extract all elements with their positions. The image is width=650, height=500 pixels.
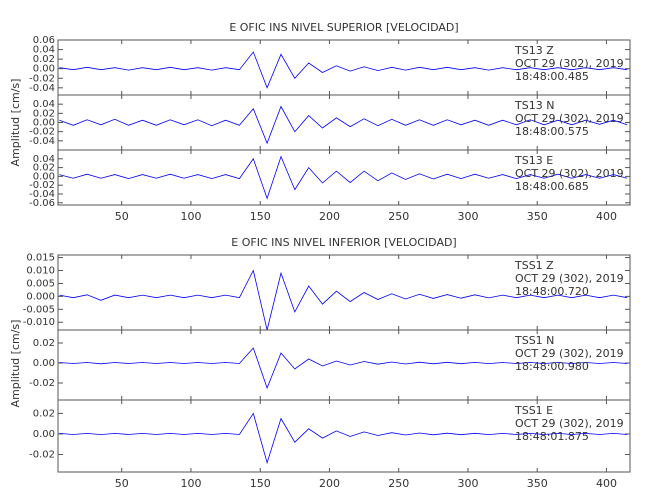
date-label: OCT 29 (302), 2019 [515, 272, 624, 285]
panel-frame [57, 149, 631, 206]
y-axis-label: Amplitud [cm/s] [9, 79, 22, 167]
x-tick-label: 400 [596, 477, 617, 490]
group-title: E OFIC INS NIVEL SUPERIOR [VELOCIDAD] [229, 21, 458, 34]
y-tick-label: -0.010 [23, 317, 55, 328]
y-tick-label: 0.000 [26, 291, 55, 302]
x-tick-label: 150 [250, 210, 271, 223]
x-tick-label: 150 [250, 477, 271, 490]
date-label: OCT 29 (302), 2019 [515, 347, 624, 360]
waveform [59, 412, 628, 465]
y-tick-label: -0.02 [29, 180, 55, 191]
y-tick-label: 0.015 [26, 253, 55, 264]
y-tick-label: 0.02 [33, 408, 55, 419]
date-label: OCT 29 (302), 2019 [515, 167, 624, 180]
x-tick-label: 50 [115, 477, 129, 490]
x-tick-label: 100 [180, 210, 201, 223]
y-tick-label: -0.02 [29, 127, 55, 138]
y-tick-label: -0.02 [29, 73, 55, 84]
y-tick-label: 0.010 [26, 266, 55, 277]
y-tick-label: 0.04 [33, 154, 55, 165]
x-tick-label: 200 [319, 477, 340, 490]
waveform [59, 269, 628, 331]
date-label: OCT 29 (302), 2019 [515, 112, 624, 125]
y-tick-label: -0.02 [29, 450, 55, 461]
time-label: 18:48:00.575 [515, 125, 589, 138]
time-label: 18:48:01.875 [515, 430, 589, 443]
station-label: TS13 N [514, 99, 554, 112]
station-label: TS13 E [514, 154, 553, 167]
x-tick-label: 300 [457, 210, 478, 223]
station-label: TSS1 Z [514, 259, 554, 272]
time-label: 18:48:00.485 [515, 70, 589, 83]
x-tick-label: 350 [527, 477, 548, 490]
x-tick-label: 250 [388, 210, 409, 223]
y-tick-label: 0.04 [33, 99, 55, 110]
x-tick-label: 250 [388, 477, 409, 490]
date-label: OCT 29 (302), 2019 [515, 57, 624, 70]
group-title: E OFIC INS NIVEL INFERIOR [VELOCIDAD] [231, 236, 456, 249]
time-label: 18:48:00.720 [515, 285, 589, 298]
y-tick-label: 0.02 [33, 108, 55, 119]
x-tick-label: 50 [115, 210, 129, 223]
x-tick-label: 200 [319, 210, 340, 223]
y-tick-label: 0.00 [33, 64, 55, 75]
y-tick-label: -0.04 [29, 136, 55, 147]
waveform [59, 105, 628, 145]
panel-frame [57, 399, 631, 473]
y-tick-label: -0.02 [29, 378, 55, 389]
x-tick-label: 350 [527, 210, 548, 223]
date-label: OCT 29 (302), 2019 [515, 417, 624, 430]
y-tick-label: 0.00 [33, 429, 55, 440]
y-tick-label: 0.00 [33, 358, 55, 369]
y-tick-label: -0.04 [29, 189, 55, 200]
y-tick-label: 0.06 [33, 35, 55, 46]
station-label: TS13 Z [514, 44, 554, 57]
y-tick-label: -0.04 [29, 83, 55, 94]
time-label: 18:48:00.685 [515, 180, 589, 193]
y-tick-label: 0.04 [33, 45, 55, 56]
y-tick-label: -0.005 [23, 304, 55, 315]
y-tick-label: 0.005 [26, 278, 55, 289]
y-axis-label: Amplitud [cm/s] [9, 320, 22, 408]
waveform [59, 51, 628, 89]
y-tick-label: 0.02 [33, 163, 55, 174]
waveform [59, 347, 628, 390]
y-tick-label: -0.06 [29, 198, 55, 209]
y-tick-label: 0.02 [33, 338, 55, 349]
time-label: 18:48:00.980 [515, 360, 589, 373]
x-tick-label: 300 [457, 477, 478, 490]
waveform [59, 155, 628, 200]
x-tick-label: 100 [180, 477, 201, 490]
y-tick-label: 0.00 [33, 171, 55, 182]
x-tick-label: 400 [596, 210, 617, 223]
station-label: TSS1 E [514, 404, 553, 417]
y-tick-label: 0.02 [33, 54, 55, 65]
station-label: TSS1 N [514, 334, 554, 347]
y-tick-label: 0.00 [33, 118, 55, 129]
